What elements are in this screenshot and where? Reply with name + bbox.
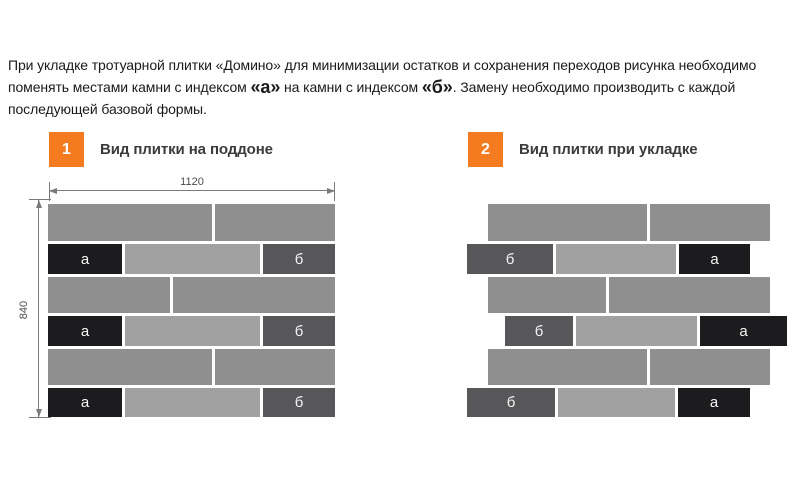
- tile-label: а: [739, 322, 748, 340]
- width-dimension-label: 1120: [180, 176, 204, 188]
- height-extension-line-bottom: [29, 417, 51, 418]
- tile-plain: [125, 244, 260, 274]
- tile-plain: [609, 277, 770, 313]
- tile-label: а: [80, 250, 90, 268]
- tile-plain: [488, 349, 647, 385]
- tile-b: б: [263, 388, 335, 417]
- tile-plain: [48, 277, 170, 313]
- tile-a: а: [48, 316, 122, 346]
- laying-view-diagram: б а б а б а: [465, 204, 787, 417]
- intro-text-2: на камни с индексом: [280, 79, 422, 95]
- intro-text-1: При укладке тротуарной плитки «Домино» д…: [8, 57, 757, 95]
- index-a-emphasis: «а»: [250, 77, 281, 97]
- height-extension-line-top: [29, 199, 51, 200]
- tile-plain: [125, 316, 260, 346]
- dim-arrow-down-icon: [36, 409, 42, 417]
- tile-label: а: [709, 394, 719, 411]
- tile-plain: [215, 204, 335, 241]
- width-extension-line-left: [49, 182, 50, 201]
- section-2-header: 2 Вид плитки при укладке: [468, 132, 698, 167]
- section-1-header: 1 Вид плитки на поддоне: [49, 132, 273, 167]
- tile-b: б: [263, 316, 335, 346]
- tile-a: а: [48, 388, 122, 417]
- tile-plain: [48, 204, 212, 241]
- height-dimension-line: [38, 199, 39, 417]
- tile-label: б: [506, 394, 516, 411]
- tile-plain: [48, 349, 212, 385]
- tile-plain: [215, 349, 335, 385]
- tile-label: а: [80, 394, 90, 411]
- tile-a: а: [700, 316, 787, 346]
- intro-text-3: . Замену необходимо производить с каждой…: [8, 79, 736, 117]
- tile-a: а: [679, 244, 750, 274]
- tile-plain: [650, 349, 770, 385]
- section-1-number-badge: 1: [49, 132, 84, 167]
- tile-b: б: [467, 244, 553, 274]
- tile-plain: [173, 277, 335, 313]
- tile-b: б: [263, 244, 335, 274]
- tile-b: б: [505, 316, 573, 346]
- tile-plain: [558, 388, 675, 417]
- tile-a: а: [48, 244, 122, 274]
- tile-label: а: [710, 250, 719, 268]
- tile-a: а: [678, 388, 750, 417]
- tile-plain: [125, 388, 260, 417]
- tile-b: б: [467, 388, 555, 417]
- index-b-emphasis: «б»: [421, 77, 453, 97]
- tile-label: б: [505, 250, 515, 268]
- dim-arrow-up-icon: [36, 200, 42, 208]
- tile-label: б: [294, 250, 304, 268]
- section-2-title: Вид плитки при укладке: [519, 141, 698, 158]
- width-extension-line-right: [334, 182, 335, 201]
- tile-plain: [488, 204, 647, 241]
- intro-paragraph: При укладке тротуарной плитки «Домино» д…: [8, 54, 796, 120]
- tile-label: б: [294, 394, 304, 411]
- tile-plain: [650, 204, 770, 241]
- width-dimension-line: [50, 190, 334, 191]
- dim-arrow-left-icon: [49, 188, 57, 194]
- dim-arrow-right-icon: [327, 188, 335, 194]
- tile-label: б: [294, 322, 304, 340]
- tile-label: б: [534, 322, 544, 340]
- tile-plain: [556, 244, 676, 274]
- tile-plain: [576, 316, 697, 346]
- tile-plain: [488, 277, 606, 313]
- pallet-view-diagram: а б а б а б: [48, 204, 335, 417]
- height-dimension-label: 840: [18, 300, 30, 320]
- section-2-number-badge: 2: [468, 132, 503, 167]
- tile-label: а: [80, 322, 90, 340]
- section-1-title: Вид плитки на поддоне: [100, 141, 273, 158]
